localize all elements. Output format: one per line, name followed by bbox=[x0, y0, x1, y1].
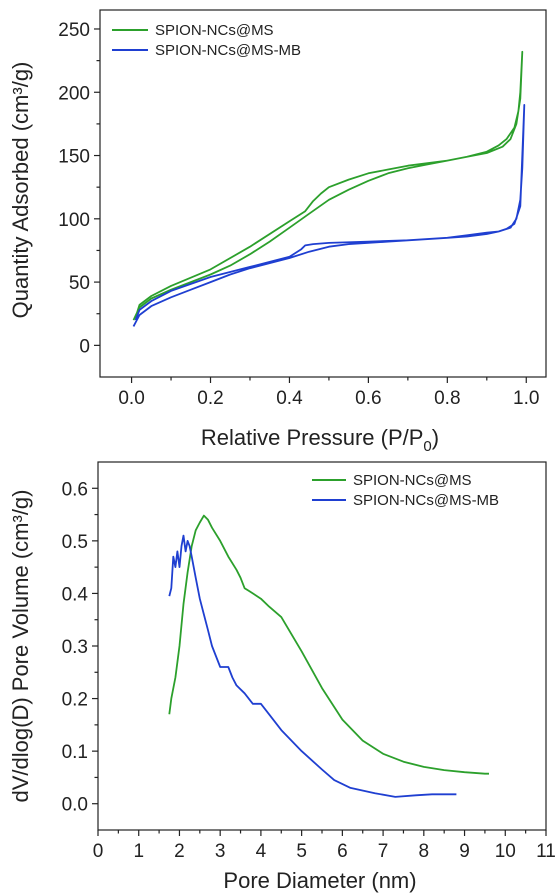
x-tick-label: 5 bbox=[296, 841, 307, 862]
x-tick-label: 0.2 bbox=[197, 388, 223, 409]
x-tick-label: 0.4 bbox=[276, 388, 303, 409]
y-tick-label: 250 bbox=[58, 20, 90, 41]
pore-distribution-chart: 0 1 2 3 4 5 6 7 8 9 10 11 0.0 0.1 0.2 0.3 0.4 0.5 0.6 SPIO… bbox=[8, 461, 556, 893]
pore-axis-ticks: 0 1 2 3 4 5 6 7 8 9 10 11 0.0 0.1 0.2 0.3 0.4 0.5 0.6 bbox=[62, 479, 556, 862]
y-tick-label: 0.1 bbox=[62, 742, 88, 763]
y-tick-label: 100 bbox=[58, 210, 90, 231]
x-tick-label: 0.0 bbox=[118, 388, 144, 409]
isotherm-chart: 0.0 0.2 0.4 0.6 0.8 1.0 0 50 100 150 200 250 SPION-… bbox=[8, 9, 547, 455]
y-tick-label: 150 bbox=[58, 147, 90, 168]
y-tick-label: 0.4 bbox=[62, 584, 89, 605]
legend-label-1: SPION-NCs@MS-MB bbox=[155, 42, 301, 59]
y-tick-label: 0.6 bbox=[62, 479, 88, 500]
series-line-1 bbox=[168, 534, 457, 798]
isotherm-y-axis-title: Quantity Adsorbed (cm³/g) bbox=[8, 62, 33, 319]
x-tick-label: 4 bbox=[256, 841, 267, 862]
series-line-1 bbox=[132, 104, 526, 327]
pore-x-axis-title: Pore Diameter (nm) bbox=[223, 868, 416, 893]
isotherm-legend: SPION-NCs@MS SPION-NCs@MS-MB bbox=[112, 22, 301, 59]
isotherm-x-axis-title-close: ) bbox=[432, 425, 439, 450]
legend-label-1: SPION-NCs@MS-MB bbox=[353, 492, 499, 509]
pore-legend: SPION-NCs@MS SPION-NCs@MS-MB bbox=[312, 472, 499, 509]
pore-series-group bbox=[168, 514, 489, 798]
legend-label-0: SPION-NCs@MS bbox=[353, 472, 472, 489]
x-tick-label: 2 bbox=[174, 841, 185, 862]
y-tick-label: 0.5 bbox=[62, 532, 88, 553]
isotherm-series-group bbox=[132, 50, 526, 327]
x-tick-label: 0.6 bbox=[355, 388, 381, 409]
isotherm-x-axis-title-subscript: 0 bbox=[423, 438, 431, 455]
y-tick-label: 0 bbox=[79, 336, 90, 357]
series-line-0 bbox=[168, 514, 489, 775]
y-tick-label: 0.2 bbox=[62, 690, 88, 711]
x-tick-label: 3 bbox=[215, 841, 226, 862]
y-tick-label: 0.3 bbox=[62, 637, 88, 658]
pore-plot-frame bbox=[97, 461, 547, 831]
legend-label-0: SPION-NCs@MS bbox=[155, 22, 274, 39]
x-tick-label: 11 bbox=[536, 841, 556, 862]
y-tick-label: 200 bbox=[58, 83, 90, 104]
x-tick-label: 9 bbox=[459, 841, 470, 862]
x-tick-label: 1 bbox=[133, 841, 144, 862]
x-tick-label: 0.8 bbox=[434, 388, 460, 409]
x-tick-label: 6 bbox=[337, 841, 348, 862]
isotherm-x-axis-title: Relative Pressure (P/P0) bbox=[201, 425, 439, 455]
x-tick-label: 0 bbox=[93, 841, 104, 862]
series-line-0 bbox=[132, 50, 524, 321]
isotherm-plot-frame bbox=[99, 9, 547, 378]
pore-y-axis-title: dV/dlog(D) Pore Volume (cm³/g) bbox=[8, 490, 33, 803]
isotherm-x-axis-title-main: Relative Pressure (P/P bbox=[201, 425, 424, 450]
x-tick-label: 10 bbox=[495, 841, 516, 862]
y-tick-label: 0.0 bbox=[62, 795, 88, 816]
x-tick-label: 8 bbox=[419, 841, 430, 862]
x-tick-label: 7 bbox=[378, 841, 389, 862]
isotherm-axis-ticks: 0.0 0.2 0.4 0.6 0.8 1.0 0 50 100 150 200 250 bbox=[58, 20, 539, 409]
x-tick-label: 1.0 bbox=[513, 388, 539, 409]
y-tick-label: 50 bbox=[69, 273, 90, 294]
